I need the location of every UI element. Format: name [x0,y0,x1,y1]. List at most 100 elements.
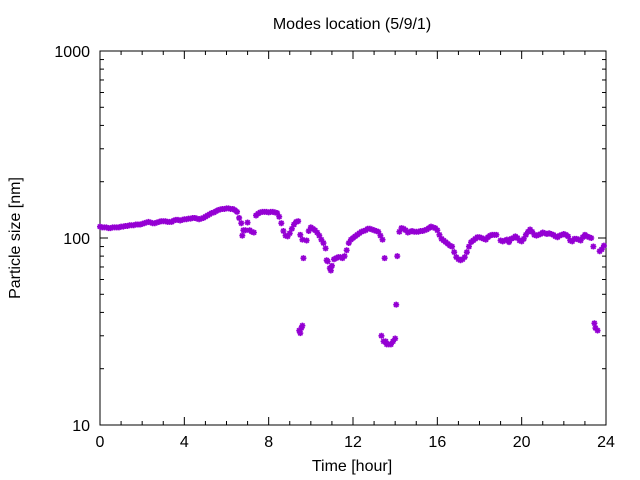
data-point [476,234,483,241]
x-tick-label: 8 [264,434,273,451]
data-point [381,255,388,262]
data-point [588,235,595,241]
data-point [296,327,303,334]
y-axis-label: Particle size [nm] [7,177,24,299]
y-tick-label: 1000 [54,44,90,61]
data-point [482,236,489,243]
data-point [594,327,601,334]
data-point [579,234,586,241]
data-point [393,301,400,308]
data-point [499,238,506,245]
data-series [97,205,607,348]
data-point [316,232,323,239]
x-tick-label: 16 [428,434,446,451]
data-point [514,235,521,241]
data-point [300,255,307,262]
data-point [328,262,335,269]
data-point [284,233,291,240]
data-point [586,234,593,241]
data-point [343,247,350,254]
data-point [516,237,523,244]
data-point [297,231,304,238]
data-point [529,228,536,235]
y-axis: 10 100 1000 [54,44,606,435]
data-point [591,320,598,327]
data-point [276,213,283,220]
data-point [465,243,472,250]
data-point [501,237,508,244]
data-point [236,214,243,221]
data-point [508,235,515,242]
x-tick-label: 0 [96,434,105,451]
data-point [392,335,399,342]
data-point [463,249,470,256]
data-point [449,243,456,250]
data-point [280,228,287,235]
data-point [234,208,241,215]
data-point [324,258,331,265]
data-point [322,245,329,252]
data-point [506,239,513,246]
data-point [250,229,257,236]
data-point [288,225,295,232]
data-point [341,253,348,260]
x-axis-label: Time [hour] [312,458,392,475]
x-tick-label: 20 [513,434,531,451]
data-point [396,228,403,235]
data-point [497,237,504,244]
data-point [569,238,576,245]
data-point [320,240,327,247]
data-point [493,231,500,238]
data-point [297,330,304,337]
data-point [244,219,251,226]
data-point [238,220,245,227]
data-point [286,230,293,237]
data-point [590,243,597,250]
data-point [278,220,285,227]
data-point [295,218,302,225]
data-point [575,236,582,243]
data-point [461,254,468,261]
x-tick-label: 24 [597,434,615,451]
data-point [378,332,385,339]
data-point [379,236,386,243]
data-point [327,267,334,274]
data-point [598,246,605,253]
data-point [290,221,297,228]
data-point [552,233,559,240]
data-point [434,227,441,234]
data-point [242,227,249,234]
x-tick-label: 4 [180,434,189,451]
data-point [382,338,389,345]
data-point [390,338,397,345]
data-point [305,228,312,235]
data-point [299,236,306,243]
data-point [573,235,580,242]
x-tick-label: 12 [344,434,362,451]
data-point [480,235,487,242]
data-point [522,231,529,238]
data-point [592,325,599,332]
data-point [567,237,574,244]
chart-title: Modes location (5/9/1) [273,16,431,33]
data-point [518,238,525,245]
data-point [584,233,591,240]
data-point [436,231,443,238]
data-point [274,210,281,217]
data-point [387,341,394,348]
data-point [314,229,321,236]
data-point [565,233,572,240]
y-tick-label: 10 [72,418,90,435]
data-point [345,240,352,247]
data-point [446,242,453,249]
data-point [239,232,246,239]
data-point [326,265,333,272]
data-point [478,235,485,241]
data-point [298,325,305,332]
data-point [375,228,382,235]
data-point [600,242,607,249]
x-axis: 0 4 8 12 16 20 24 [96,51,615,451]
y-tick-label: 100 [63,231,90,248]
data-point [451,249,458,256]
